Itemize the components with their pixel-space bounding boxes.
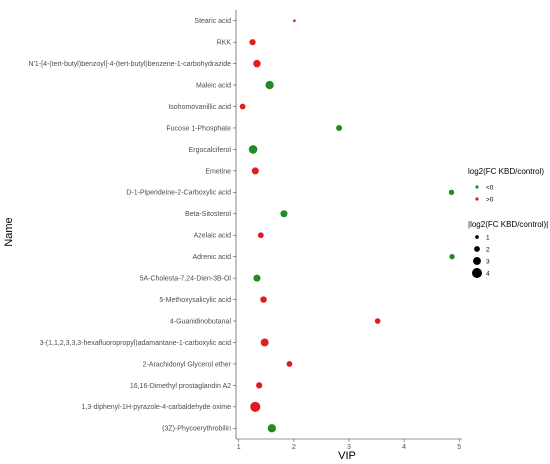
data-point xyxy=(248,145,258,154)
y-tick-label: Fucose 1-Phosphate xyxy=(166,125,231,132)
y-tick-label: 2-Arachidonyl Glycerol ether xyxy=(143,361,232,368)
y-tick-label: (3Z)-Phycoerythrobilin xyxy=(162,426,231,433)
size-legend-label: 4 xyxy=(486,270,490,277)
y-tick-label: Stearic acid xyxy=(194,18,231,25)
y-tick-label: Maleic acid xyxy=(196,82,231,89)
color-legend-key xyxy=(475,185,479,189)
y-tick-label: 3-(1,1,2,3,3,3-hexafluoropropyl)adamanta… xyxy=(40,340,232,347)
y-tick-label: Azelaic acid xyxy=(194,233,231,240)
x-tick-label: 1 xyxy=(237,444,241,451)
data-point xyxy=(449,253,455,260)
data-point xyxy=(249,39,256,46)
data-point xyxy=(250,401,261,412)
color-legend: log2(FC KBD/control) <0 >0 xyxy=(468,167,544,203)
size-legend-key xyxy=(475,235,479,239)
data-point xyxy=(336,124,343,131)
size-legend-label: 2 xyxy=(486,246,490,253)
x-tick-label: 2 xyxy=(292,444,296,451)
color-legend-label: >0 xyxy=(486,196,494,203)
y-tick-label: Adrenic acid xyxy=(192,254,231,261)
data-point xyxy=(251,167,259,175)
y-tick-label: Isohomovanillic acid xyxy=(168,104,231,111)
y-tick-label: D-1-Piperideine-2-Carboxylic acid xyxy=(126,190,231,197)
x-tick-label: 3 xyxy=(347,444,351,451)
data-points xyxy=(239,19,455,433)
y-tick-label: N'1-[4-(tert-butyl)benzoyl]-4-(tert-buty… xyxy=(29,61,232,68)
y-tick-label: 4-Guanidinobutanal xyxy=(170,318,232,325)
size-legend: |log2(FC KBD/control)| 1 2 3 4 xyxy=(468,220,548,278)
x-tick-label: 4 xyxy=(402,444,406,451)
color-legend-key xyxy=(475,197,479,201)
y-tick-label: RKK xyxy=(217,40,232,47)
data-point xyxy=(260,296,267,303)
size-legend-key xyxy=(474,246,480,252)
y-tick-label: Beta-Sitosterol xyxy=(185,211,231,218)
x-axis-title: VIP xyxy=(338,450,356,462)
y-tick-label: 5-Methoxysalicylic acid xyxy=(159,297,231,304)
data-point xyxy=(257,232,264,239)
data-point xyxy=(260,338,269,347)
data-point xyxy=(253,274,261,282)
x-tick-label: 5 xyxy=(457,444,461,451)
y-tick-label: 1,3-diphenyl-1H-pyrazole-4-carbaldehyde … xyxy=(82,404,232,411)
data-point xyxy=(267,424,276,433)
axis-ticks: Stearic acid RKK N'1-[4-(tert-butyl)benzoy… xyxy=(29,10,462,451)
data-point xyxy=(256,382,263,389)
data-point xyxy=(286,361,293,367)
color-legend-label: <0 xyxy=(486,184,494,191)
size-legend-title: |log2(FC KBD/control)| xyxy=(468,220,548,229)
size-legend-key xyxy=(472,268,482,278)
data-point xyxy=(253,59,261,68)
size-legend-key xyxy=(473,257,481,265)
y-tick-label: Emetine xyxy=(205,168,231,175)
color-legend-title: log2(FC KBD/control) xyxy=(468,167,544,176)
size-legend-label: 3 xyxy=(486,258,490,265)
data-point xyxy=(280,210,288,218)
data-point xyxy=(293,19,296,23)
y-axis-title: Name xyxy=(3,217,15,246)
y-tick-label: Ergocalciferol xyxy=(189,147,232,154)
data-point xyxy=(374,318,381,324)
y-tick-label: 16,16-Dimethyl prostaglandin A2 xyxy=(130,383,231,390)
data-point xyxy=(448,189,455,196)
size-legend-label: 1 xyxy=(486,234,490,241)
y-tick-label: 5A-Cholesta-7,24-Dien-3B-Ol xyxy=(140,276,232,283)
data-point xyxy=(265,80,274,90)
data-point xyxy=(239,103,246,110)
